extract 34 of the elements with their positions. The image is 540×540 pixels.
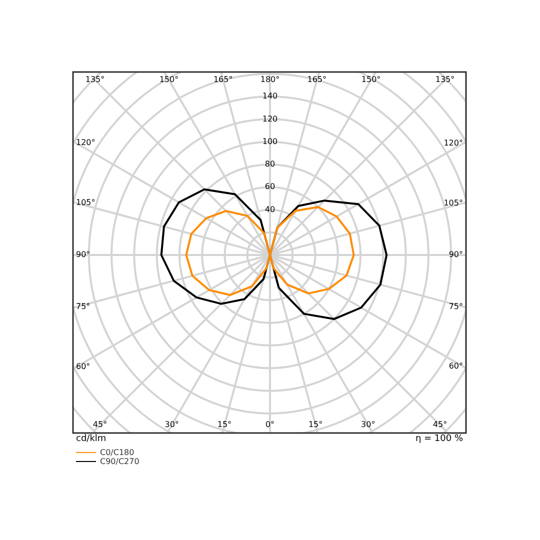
spoke-label: 30° [361, 420, 376, 430]
spoke-label: 120° [76, 138, 96, 148]
y-tick-label: 140 [262, 92, 278, 101]
spoke-label: 0° [265, 420, 275, 430]
spoke-label: 45° [432, 420, 448, 430]
y-tick-label: 80 [264, 160, 276, 169]
spoke-label: 75° [76, 302, 90, 312]
spoke-label: 135° [435, 75, 455, 84]
spoke-label: 15° [217, 420, 232, 430]
y-tick-label: 40 [264, 204, 276, 214]
spoke-label: 30° [164, 420, 179, 430]
spoke-label: 165° [307, 75, 327, 84]
legend-label: C90/C270 [100, 457, 140, 466]
spoke-label: 45° [92, 420, 108, 430]
spoke-label: 90° [448, 250, 463, 260]
spoke-label: 105° [76, 198, 96, 208]
text: η = 100 % [415, 434, 463, 444]
spoke-label: 60° [448, 362, 463, 371]
spoke-label: 135° [85, 75, 105, 84]
spoke-label: 180° [260, 75, 280, 84]
legend-label: C0/C180 [100, 448, 134, 457]
spoke-label: 165° [213, 75, 233, 84]
spoke-label: 75° [448, 302, 463, 311]
spoke-label: 60° [76, 362, 90, 372]
spoke-label: 15° [308, 420, 323, 430]
spoke-label: 105° [444, 198, 463, 208]
spoke-label: 150° [361, 75, 381, 84]
spoke-label: 120° [444, 138, 463, 148]
text: cd/klm [76, 434, 106, 444]
spoke-label: 90° [76, 250, 90, 260]
y-tick-label: 100 [262, 136, 278, 146]
spoke-label: 150° [159, 75, 179, 84]
y-tick-label: 60 [264, 182, 276, 192]
y-tick-label: 120 [262, 114, 278, 124]
